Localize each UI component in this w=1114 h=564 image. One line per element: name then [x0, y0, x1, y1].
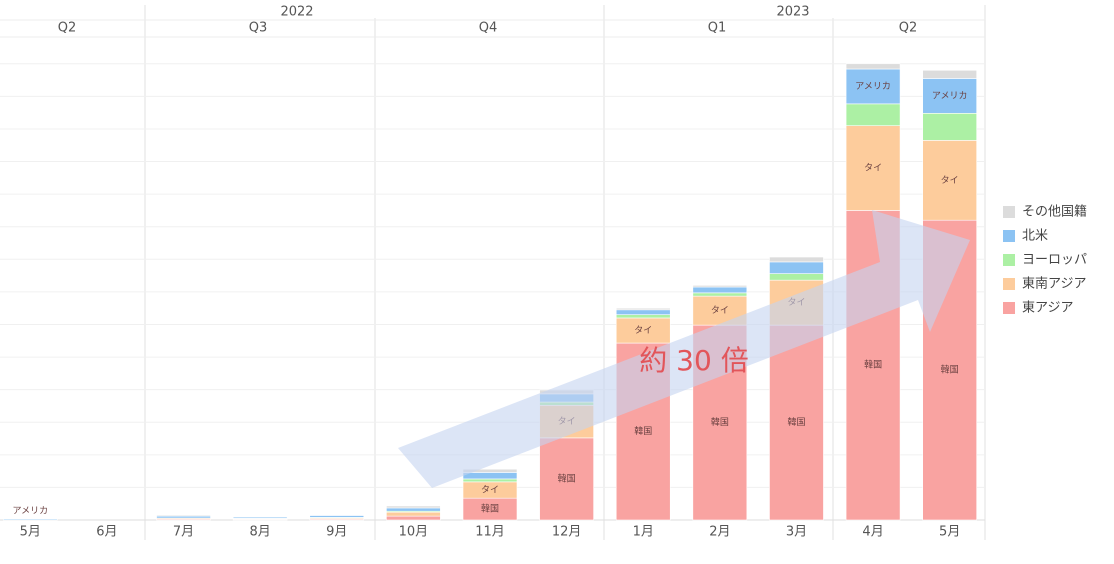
segment-label: 韓国: [941, 365, 959, 376]
segment-label: 韓国: [634, 426, 652, 437]
x-tick-label: 2月: [709, 525, 730, 540]
bar-segment: [769, 274, 823, 281]
bar-segment: [463, 479, 517, 482]
quarter-label: Q2: [899, 21, 918, 36]
segment-label: 韓国: [787, 417, 805, 428]
legend-label: ヨーロッパ: [1022, 253, 1087, 268]
x-tick-label: 12月: [552, 525, 582, 540]
segment-label: タイ: [941, 175, 959, 186]
bar-segment: [616, 315, 670, 318]
quarter-label: Q3: [249, 21, 268, 36]
quarter-label: Q2: [58, 21, 77, 36]
segment-label: タイ: [634, 325, 652, 336]
bar-segment: [616, 310, 670, 315]
x-tick-label: 10月: [399, 525, 429, 540]
x-tick-label: 7月: [173, 525, 194, 540]
year-label: 2023: [776, 5, 809, 20]
segment-label: タイ: [481, 485, 499, 496]
segment-label: 韓国: [864, 360, 882, 371]
bar-segment: [386, 512, 440, 516]
quarter-label: Q4: [479, 21, 498, 36]
annotation: 約 30 倍: [639, 344, 748, 377]
bar-segment: [693, 285, 747, 287]
x-tick-label: 11月: [475, 525, 505, 540]
bar-segment: [769, 262, 823, 274]
bar-segment: [616, 308, 670, 310]
year-label: 2022: [280, 5, 313, 20]
segment-label: タイ: [864, 163, 882, 174]
legend-swatch: [1003, 230, 1015, 242]
legend-label: 東アジア: [1022, 300, 1073, 316]
bar-segment: [846, 104, 900, 126]
legend-swatch: [1003, 302, 1015, 314]
x-tick-label: 3月: [786, 525, 807, 540]
segment-label: 韓国: [711, 417, 729, 428]
x-tick-label: 9月: [326, 525, 347, 540]
bar-segment: [693, 287, 747, 293]
segment-label: アメリカ: [13, 506, 49, 517]
bar-segment: [386, 506, 440, 508]
quarter-label: Q1: [708, 21, 727, 36]
bar-segment: [693, 293, 747, 296]
x-tick-label: 1月: [633, 525, 654, 540]
legend-label: 北米: [1022, 229, 1048, 244]
legend-label: 東南アジア: [1022, 276, 1086, 292]
segment-label: アメリカ: [855, 81, 891, 92]
x-tick-label: 6月: [96, 525, 117, 540]
x-tick-label: 8月: [250, 525, 271, 540]
legend-swatch: [1003, 206, 1015, 218]
x-tick-label: 5月: [939, 525, 960, 540]
bar-segment: [386, 516, 440, 520]
bar-segment: [923, 113, 977, 140]
x-tick-label: 4月: [862, 525, 883, 540]
bar-segment: [386, 508, 440, 511]
segment-label: タイ: [711, 305, 729, 316]
segment-label: 韓国: [481, 504, 499, 515]
legend-label: その他国籍: [1022, 204, 1087, 220]
x-tick-label: 5月: [20, 525, 41, 540]
bar-segment: [923, 70, 977, 78]
legend-swatch: [1003, 254, 1015, 266]
segment-label: 韓国: [558, 473, 576, 484]
bar-segment: [3, 519, 57, 520]
legend-swatch: [1003, 278, 1015, 290]
segment-label: アメリカ: [932, 90, 968, 101]
bar-segment: [846, 64, 900, 69]
bar-segment: [157, 515, 211, 516]
bar-segment: [769, 257, 823, 262]
bar-segment: [463, 472, 517, 479]
